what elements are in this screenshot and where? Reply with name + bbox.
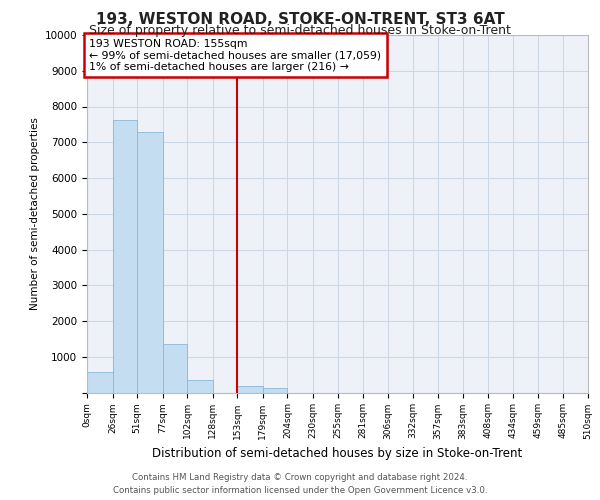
Text: Contains HM Land Registry data © Crown copyright and database right 2024.
Contai: Contains HM Land Registry data © Crown c… bbox=[113, 474, 487, 495]
Bar bbox=[163, 344, 187, 393]
Bar bbox=[113, 120, 137, 392]
X-axis label: Distribution of semi-detached houses by size in Stoke-on-Trent: Distribution of semi-detached houses by … bbox=[152, 447, 523, 460]
Bar bbox=[238, 386, 263, 392]
Bar bbox=[187, 380, 213, 392]
Text: 193, WESTON ROAD, STOKE-ON-TRENT, ST3 6AT: 193, WESTON ROAD, STOKE-ON-TRENT, ST3 6A… bbox=[95, 12, 505, 28]
Bar bbox=[137, 132, 163, 392]
Y-axis label: Number of semi-detached properties: Number of semi-detached properties bbox=[31, 118, 40, 310]
Text: Size of property relative to semi-detached houses in Stoke-on-Trent: Size of property relative to semi-detach… bbox=[89, 24, 511, 37]
Bar bbox=[263, 388, 287, 392]
Bar bbox=[87, 372, 113, 392]
Text: 193 WESTON ROAD: 155sqm
← 99% of semi-detached houses are smaller (17,059)
1% of: 193 WESTON ROAD: 155sqm ← 99% of semi-de… bbox=[89, 38, 381, 72]
